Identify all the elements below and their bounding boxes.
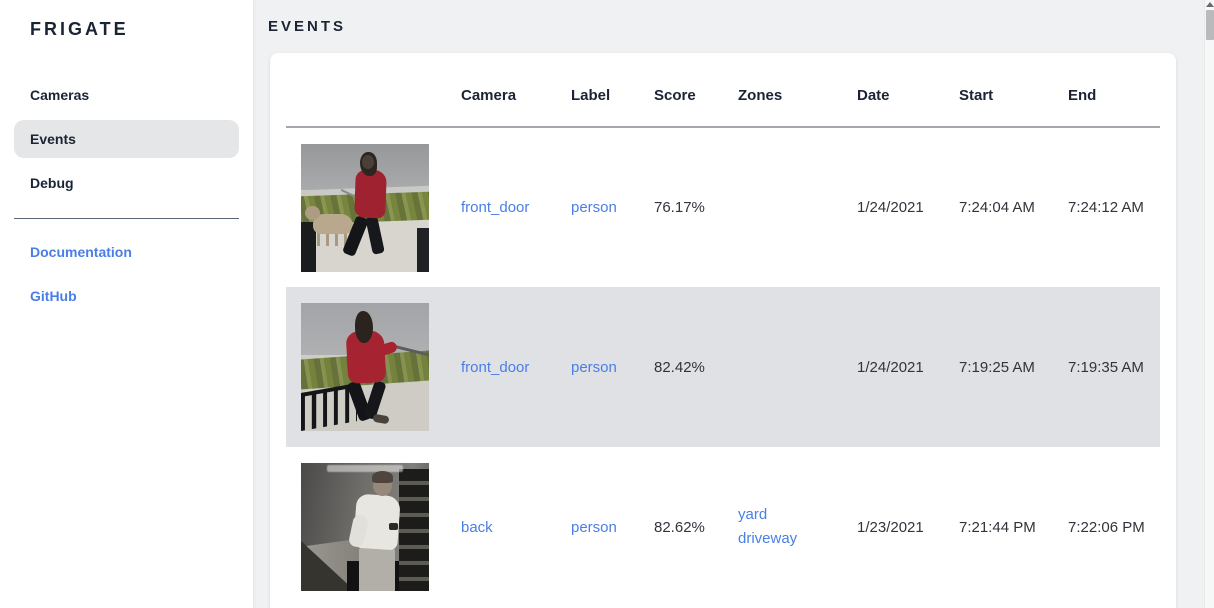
scroll-up-arrow-icon[interactable] xyxy=(1205,2,1214,7)
scrollbar-thumb[interactable] xyxy=(1205,10,1214,40)
end-value: 7:19:35 AM xyxy=(1068,358,1144,376)
thumbnail-part-hair xyxy=(372,471,393,483)
zones-cell xyxy=(738,127,857,287)
date-value: 1/23/2021 xyxy=(857,518,924,536)
thumbnail-part-head xyxy=(362,154,374,169)
camera-link[interactable]: front_door xyxy=(461,358,530,376)
col-header-start: Start xyxy=(959,53,1068,128)
thumbnail-part-post-r xyxy=(417,227,429,272)
events-table: Camera Label Score Zones Date Start End … xyxy=(286,53,1160,607)
sidebar-item-debug[interactable]: Debug xyxy=(30,175,74,191)
sidebar-item-cameras[interactable]: Cameras xyxy=(30,87,90,103)
start-value: 7:24:04 AM xyxy=(959,199,1035,216)
table-row[interactable]: back person 82.62% yard driveway 1/23/202… xyxy=(286,447,1160,607)
thumbnail-part-torso xyxy=(354,168,387,219)
thumbnail-part-dog-legs xyxy=(317,229,351,246)
table-row[interactable]: front_door person 76.17% 1/24/2021 7:24:… xyxy=(286,127,1160,287)
main-content: EVENTS Camera Label Score Zones Date Sta… xyxy=(253,0,1204,608)
table-header-row: Camera Label Score Zones Date Start End xyxy=(286,53,1160,128)
event-thumbnail[interactable] xyxy=(301,463,429,591)
date-value: 1/24/2021 xyxy=(857,358,924,376)
end-value: 7:24:12 AM xyxy=(1068,199,1144,216)
events-card: Camera Label Score Zones Date Start End … xyxy=(270,53,1176,608)
sidebar-divider xyxy=(14,218,239,219)
col-header-zones: Zones xyxy=(738,53,857,128)
date-value: 1/24/2021 xyxy=(857,199,924,216)
col-header-camera: Camera xyxy=(461,53,571,128)
start-value: 7:21:44 PM xyxy=(959,518,1036,536)
page-title: EVENTS xyxy=(268,18,347,35)
zone-link[interactable]: yard xyxy=(738,506,768,523)
col-header-date: Date xyxy=(857,53,959,128)
sidebar-item-events[interactable]: Events xyxy=(14,120,239,158)
app-title: FRIGATE xyxy=(30,19,129,39)
zones-cell xyxy=(738,287,857,447)
thumbnail-part-dog-head xyxy=(305,205,320,220)
zones-cell: yard driveway xyxy=(738,447,857,607)
start-value: 7:19:25 AM xyxy=(959,358,1035,376)
col-header-end: End xyxy=(1068,53,1160,128)
thumbnail-part-hair xyxy=(355,311,373,343)
thumbnail-part-rail-r xyxy=(399,469,429,591)
thumbnail-part-ts xyxy=(327,465,403,472)
scrollbar[interactable] xyxy=(1204,0,1214,608)
thumbnail-part-post-l xyxy=(301,221,316,272)
label-link[interactable]: person xyxy=(571,518,617,536)
thumbnail-part-phone xyxy=(389,523,398,530)
sidebar-link-github[interactable]: GitHub xyxy=(30,288,77,304)
col-header-score: Score xyxy=(654,53,738,128)
col-header-label: Label xyxy=(571,53,654,128)
score-value: 82.42% xyxy=(654,358,705,376)
camera-link[interactable]: front_door xyxy=(461,199,530,216)
score-value: 76.17% xyxy=(654,199,705,216)
col-header-thumbnail xyxy=(286,53,461,128)
thumbnail-part-shoe xyxy=(372,413,390,425)
table-row[interactable]: front_door person 82.42% 1/24/2021 7:19:… xyxy=(286,287,1160,447)
label-link[interactable]: person xyxy=(571,199,617,216)
label-link[interactable]: person xyxy=(571,358,617,376)
score-value: 82.62% xyxy=(654,518,705,536)
thumbnail-part-dog xyxy=(313,213,353,234)
thumbnail-part-pants xyxy=(359,545,395,591)
sidebar-nav: Cameras Events Debug xyxy=(14,76,239,202)
camera-link[interactable]: back xyxy=(461,518,493,536)
event-thumbnail[interactable] xyxy=(301,303,429,431)
sidebar-link-documentation[interactable]: Documentation xyxy=(30,244,132,260)
end-value: 7:22:06 PM xyxy=(1068,518,1145,536)
zone-link[interactable]: driveway xyxy=(738,530,798,547)
event-thumbnail[interactable] xyxy=(301,143,429,272)
sidebar: FRIGATE Cameras Events Debug Documentati… xyxy=(0,0,253,608)
